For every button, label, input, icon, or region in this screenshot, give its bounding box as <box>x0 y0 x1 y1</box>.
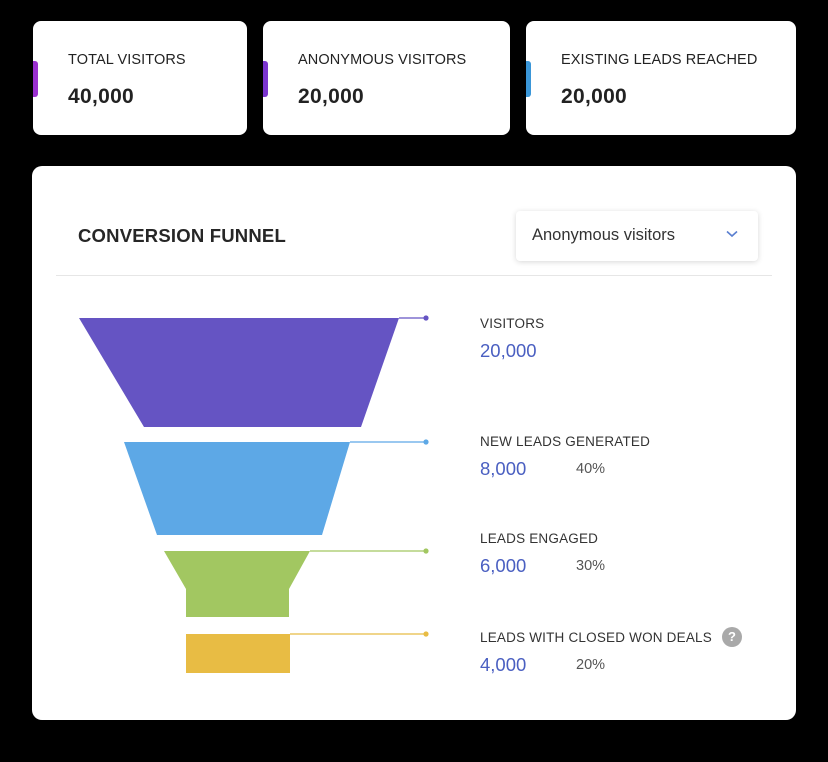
stage-value-new-leads: 8,000 <box>480 458 527 479</box>
funnel-leader-dot-2 <box>423 439 429 445</box>
question-mark-icon[interactable]: ? <box>722 627 742 647</box>
stat-accent-bar <box>33 61 38 97</box>
divider <box>56 275 772 276</box>
chevron-down-icon <box>726 230 738 238</box>
stat-card-total-visitors: TOTAL VISITORS 40,000 <box>33 21 247 135</box>
stat-accent-bar <box>263 61 268 97</box>
stage-pct-leads-engaged: 30% <box>576 558 606 574</box>
stat-label: EXISTING LEADS REACHED <box>561 52 758 68</box>
stage-value-leads-engaged: 6,000 <box>480 555 527 576</box>
funnel-segment-2 <box>124 442 350 535</box>
funnel-segment-3 <box>164 551 310 617</box>
dropdown-selected-value: Anonymous visitors <box>532 226 676 244</box>
panel-title: CONVERSION FUNNEL <box>78 225 286 246</box>
stat-value: 20,000 <box>298 85 365 108</box>
funnel-leader-dot-1 <box>423 315 429 321</box>
stat-label: TOTAL VISITORS <box>68 52 186 68</box>
funnel-chart <box>79 315 429 673</box>
stage-label-leads-engaged: LEADS ENGAGED <box>480 531 599 546</box>
stat-accent-bar <box>526 61 531 97</box>
visitor-type-dropdown[interactable]: Anonymous visitors <box>516 211 758 261</box>
stage-value-visitors: 20,000 <box>480 340 537 361</box>
conversion-funnel-panel: CONVERSION FUNNEL Anonymous visitors VIS… <box>32 166 796 720</box>
stat-card-anonymous-visitors: ANONYMOUS VISITORS 20,000 <box>263 21 510 135</box>
stage-pct-new-leads: 40% <box>576 461 606 477</box>
stage-pct-closed-won: 20% <box>576 657 606 673</box>
funnel-leader-dot-3 <box>423 548 429 554</box>
stat-value: 20,000 <box>561 85 628 108</box>
stat-value: 40,000 <box>68 85 135 108</box>
stage-label-visitors: VISITORS <box>480 316 545 331</box>
stage-value-closed-won: 4,000 <box>480 654 527 675</box>
stat-label: ANONYMOUS VISITORS <box>298 52 467 68</box>
funnel-segment-1 <box>79 318 399 427</box>
funnel-segment-4 <box>186 634 290 673</box>
stat-card-existing-leads-reached: EXISTING LEADS REACHED 20,000 <box>526 21 796 135</box>
stage-label-closed-won: LEADS WITH CLOSED WON DEALS <box>480 630 712 645</box>
funnel-leader-dot-4 <box>423 631 429 637</box>
stage-label-new-leads: NEW LEADS GENERATED <box>480 434 651 449</box>
